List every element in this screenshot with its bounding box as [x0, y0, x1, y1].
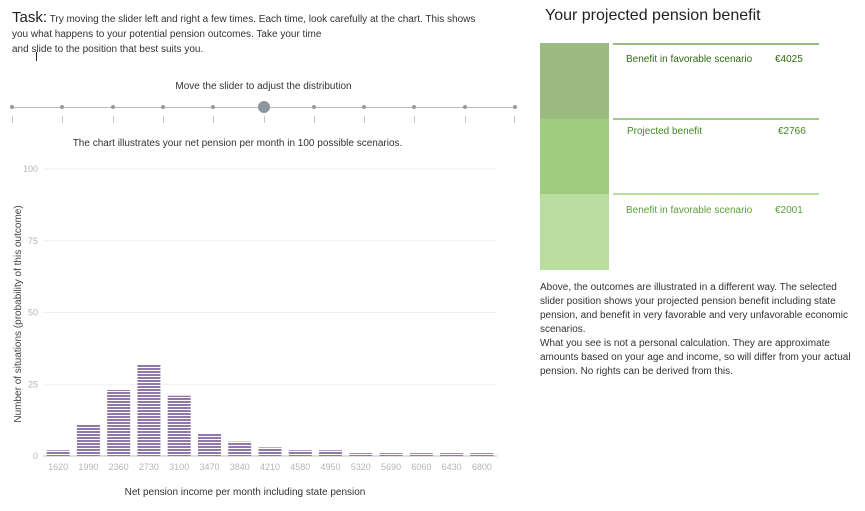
- note-paragraph-2: What you see is not a personal calculati…: [540, 338, 851, 377]
- y-tick-label: 100: [23, 164, 38, 174]
- slider-dot[interactable]: [311, 105, 316, 109]
- projected-label: Projected benefit: [627, 126, 703, 137]
- slider-handle[interactable]: [257, 101, 270, 113]
- unfavorable-bar: [540, 194, 609, 270]
- slider-tick: [263, 116, 265, 123]
- slider-dot[interactable]: [412, 105, 417, 109]
- text-cursor: [36, 52, 37, 61]
- task-line-2: you what happens to your potential pensi…: [12, 29, 322, 40]
- histogram-bar: [288, 450, 312, 456]
- task-line-3: and slide to the position that best suit…: [12, 44, 204, 55]
- task-line-1: Try moving the slider left and right a f…: [49, 14, 476, 25]
- slider-tick: [464, 116, 466, 123]
- unfavorable-divider: [613, 193, 819, 195]
- y-tick-label: 25: [28, 379, 38, 389]
- x-tick-label: 6060: [411, 462, 431, 472]
- histogram-bar: [409, 453, 433, 456]
- histogram-bar: [349, 453, 373, 456]
- x-tick-label: 2730: [139, 462, 159, 472]
- slider-dot[interactable]: [110, 105, 115, 109]
- histogram-bar: [76, 424, 100, 456]
- unfavorable-value: €2001: [775, 205, 803, 216]
- note-paragraph-1: Above, the outcomes are illustrated in a…: [540, 282, 848, 335]
- favorable-label: Benefit in favorable scenario: [626, 54, 753, 65]
- histogram-bar: [46, 450, 70, 456]
- projected-value: €2766: [778, 126, 806, 137]
- slider-dot[interactable]: [10, 105, 14, 109]
- y-tick-label: 0: [33, 451, 38, 461]
- histogram-bar: [258, 447, 282, 456]
- y-tick-label: 50: [28, 308, 38, 318]
- histogram-bar: [319, 450, 343, 456]
- x-tick-label: 3470: [199, 462, 219, 472]
- x-tick-label: 2360: [109, 462, 129, 472]
- histogram-bar: [167, 395, 191, 456]
- slider-tick: [414, 116, 416, 123]
- slider-tick: [162, 116, 164, 123]
- benefit-title: Your projected pension benefit: [545, 7, 761, 24]
- slider-tick: [313, 116, 315, 123]
- histogram-bar: [440, 453, 464, 456]
- projected-divider: [613, 118, 819, 120]
- x-tick-label: 4580: [290, 462, 310, 472]
- x-tick-label: 3100: [169, 462, 189, 472]
- favorable-divider: [613, 43, 819, 45]
- slider-tick: [12, 116, 13, 123]
- slider-tick: [62, 116, 64, 123]
- x-tick-label: 1990: [78, 462, 98, 472]
- favorable-value: €4025: [775, 54, 803, 65]
- explanation-note: Above, the outcomes are illustrated in a…: [540, 281, 858, 379]
- x-tick-label: 4950: [321, 462, 341, 472]
- pension-distribution-chart: 0 25 50 75 100 1620 1990 2360 2730 3100 3470 3840 42…: [13, 164, 497, 498]
- task-instructions: Task: Try moving the slider left and rig…: [12, 10, 512, 57]
- histogram-bar: [470, 453, 494, 456]
- slider-dot[interactable]: [60, 105, 65, 109]
- x-tick-label: 6800: [472, 462, 492, 472]
- slider-tick: [364, 116, 366, 123]
- histogram-bar: [197, 433, 221, 456]
- histogram-bar: [107, 389, 131, 456]
- slider-dot[interactable]: [513, 105, 517, 109]
- slider-dot[interactable]: [160, 105, 165, 109]
- slider-title: Move the slider to adjust the distributi…: [175, 81, 352, 92]
- y-tick-label: 75: [28, 236, 38, 246]
- projected-bar: [540, 119, 609, 194]
- slider-tick: [213, 116, 215, 123]
- x-tick-label: 5690: [381, 462, 401, 472]
- x-tick-label: 4210: [260, 462, 280, 472]
- slider-dot[interactable]: [462, 105, 467, 109]
- slider-tick: [514, 116, 515, 123]
- histogram-bar: [228, 441, 252, 456]
- histogram-bar: [379, 453, 403, 456]
- histogram-bar: [137, 364, 161, 456]
- chart-caption: The chart illustrates your net pension p…: [72, 138, 403, 149]
- x-tick-label: 1620: [48, 462, 68, 472]
- slider-dot[interactable]: [211, 105, 216, 109]
- slider-tick: [112, 116, 114, 123]
- distribution-slider[interactable]: [10, 96, 517, 126]
- x-tick-label: 6430: [442, 462, 462, 472]
- y-axis-title: Number of situations (probability of thi…: [13, 205, 24, 422]
- x-axis-title: Net pension income per month including s…: [125, 487, 366, 498]
- x-tick-label: 3840: [230, 462, 250, 472]
- task-label: Task:: [12, 9, 48, 26]
- favorable-bar: [540, 43, 609, 119]
- slider-dot[interactable]: [362, 105, 367, 109]
- unfavorable-label: Benefit in favorable scenario: [626, 205, 753, 216]
- x-tick-label: 5320: [351, 462, 371, 472]
